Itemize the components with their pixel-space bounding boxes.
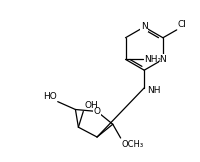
Text: O: O [94,107,101,116]
Text: NH₂: NH₂ [144,55,161,64]
Text: N: N [160,55,166,64]
Text: OCH₃: OCH₃ [122,140,144,149]
Text: OH: OH [84,101,98,110]
Text: NH: NH [147,86,161,95]
Text: N: N [141,23,148,31]
Text: HO: HO [43,92,57,101]
Text: Cl: Cl [178,20,187,29]
